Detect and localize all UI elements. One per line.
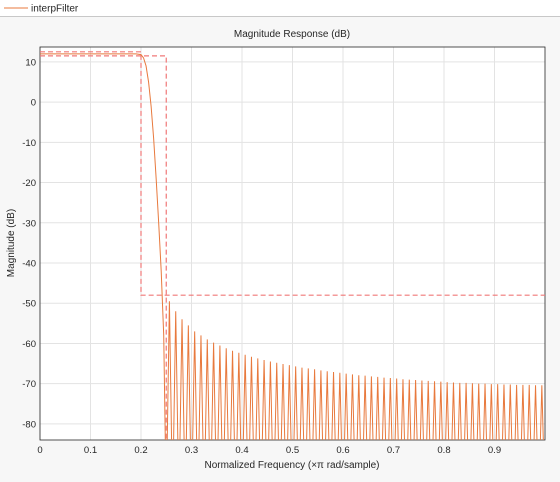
x-tick-label: 0.6 bbox=[336, 445, 349, 456]
chart-title: Magnitude Response (dB) bbox=[234, 29, 350, 40]
x-tick-label: 0.9 bbox=[488, 445, 501, 456]
mask-line bbox=[40, 51, 545, 296]
y-tick-label: 0 bbox=[31, 98, 36, 109]
y-tick-label: -50 bbox=[22, 299, 36, 310]
y-tick-label: -70 bbox=[22, 379, 36, 390]
y-tick-label: -60 bbox=[22, 339, 36, 350]
x-tick-label: 0.5 bbox=[286, 445, 299, 456]
y-axis-label: Magnitude (dB) bbox=[6, 209, 17, 277]
y-tick-label: 10 bbox=[25, 57, 36, 68]
x-tick-label: 0.1 bbox=[84, 445, 97, 456]
response-line bbox=[40, 53, 544, 440]
x-axis-label: Normalized Frequency (×π rad/sample) bbox=[204, 460, 379, 471]
axes-frame bbox=[39, 46, 546, 441]
y-tick-label: -20 bbox=[22, 178, 36, 189]
y-tick-label: -80 bbox=[22, 419, 36, 430]
x-tick-label: 0.7 bbox=[387, 445, 400, 456]
x-tick-label: 0.4 bbox=[235, 445, 248, 456]
mask-line bbox=[40, 55, 167, 440]
legend-bar bbox=[0, 0, 560, 16]
y-tick-label: -10 bbox=[22, 138, 36, 149]
legend-label: interpFilter bbox=[31, 4, 79, 15]
x-tick-label: 0.8 bbox=[437, 445, 450, 456]
y-tick-label: -40 bbox=[22, 259, 36, 270]
x-tick-label: 0 bbox=[37, 445, 42, 456]
x-tick-label: 0.2 bbox=[134, 445, 147, 456]
y-tick-label: -30 bbox=[22, 218, 36, 229]
x-tick-label: 0.3 bbox=[185, 445, 198, 456]
